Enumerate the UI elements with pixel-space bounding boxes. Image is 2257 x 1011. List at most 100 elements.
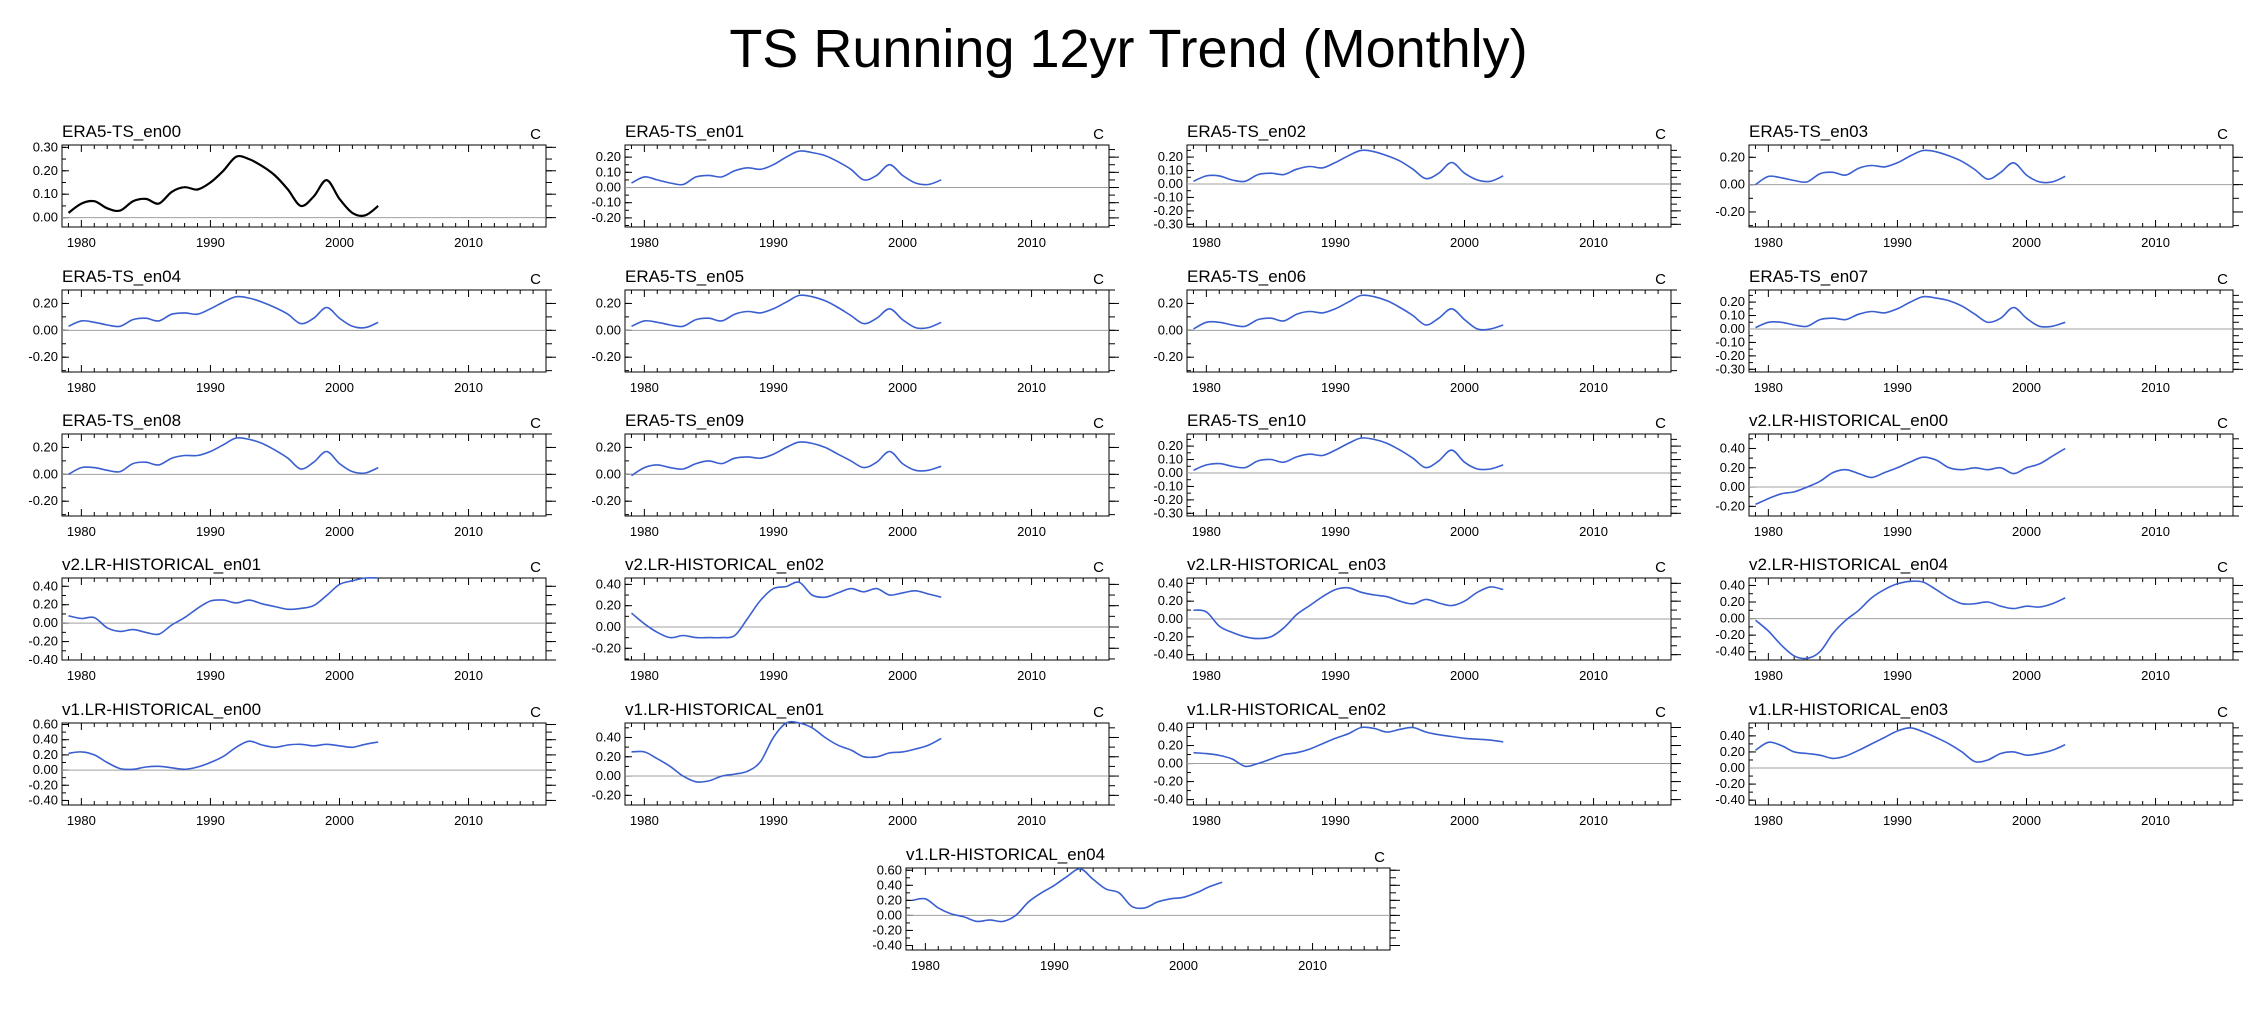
panel-frame: [624, 289, 1110, 373]
x-tick-label: 1990: [1883, 524, 1912, 539]
y-tick-label: 0.20: [33, 163, 58, 178]
x-tick-label: 1980: [1192, 235, 1221, 250]
x-tick-label: 2000: [2012, 524, 2041, 539]
x-tick-label: 2010: [1579, 524, 1608, 539]
x-tick-label: 2010: [1579, 380, 1608, 395]
y-tick-label: 0.20: [33, 747, 58, 762]
panel-title: ERA5-TS_en08: [62, 411, 181, 430]
panel-unit-label: C: [1093, 559, 1104, 576]
page-title: TS Running 12yr Trend (Monthly): [729, 19, 1528, 79]
panel-7: ERA5-TS_en07 C 1980 1990 2000 2010 -0.30-0.20-…: [1715, 267, 2243, 395]
y-tick-label: 0.00: [1158, 611, 1183, 626]
y-tick-label: 0.20: [596, 598, 621, 613]
panel-unit-label: C: [1093, 704, 1104, 721]
panel-11: v2.LR-HISTORICAL_en00 C 1980 1990 2000 2010 -0…: [1715, 411, 2243, 539]
series-line: [1193, 586, 1504, 640]
x-tick-label: 2000: [2012, 380, 2041, 395]
y-tick-label: -0.20: [591, 349, 621, 364]
x-tick-label: 2010: [2141, 235, 2170, 250]
panel-frame: [61, 433, 547, 517]
y-tick-label: 0.00: [877, 907, 902, 922]
y-tick-label: 0.00: [33, 615, 58, 630]
series-line: [67, 154, 379, 217]
series-line: [1755, 447, 2066, 506]
y-tick-label: -0.10: [1153, 478, 1183, 493]
x-tick-label: 2010: [1017, 380, 1046, 395]
x-tick-label: 2010: [2141, 524, 2170, 539]
y-tick-label: 0.20: [1158, 438, 1183, 453]
y-tick-label: 0.20: [1720, 460, 1745, 475]
x-tick-label: 2010: [1579, 235, 1608, 250]
panel-unit-label: C: [2217, 126, 2228, 143]
y-tick-label: 0.10: [596, 164, 621, 179]
x-tick-label: 1990: [1321, 524, 1350, 539]
y-tick-label: 0.40: [33, 732, 58, 747]
x-tick-label: 2000: [2012, 668, 2041, 683]
x-tick-label: 1980: [1192, 668, 1221, 683]
y-tick-label: -0.30: [1715, 361, 1745, 376]
panel-title: ERA5-TS_en05: [625, 267, 744, 286]
x-tick-label: 1980: [67, 235, 96, 250]
panel-title: v1.LR-HISTORICAL_en01: [625, 700, 824, 719]
y-tick-label: 0.20: [1158, 149, 1183, 164]
series-line: [912, 867, 1223, 923]
y-tick-label: 0.00: [1158, 756, 1183, 771]
panel-unit-label: C: [530, 704, 541, 721]
y-tick-label: 0.00: [1158, 176, 1183, 191]
y-tick-label: 0.20: [1720, 594, 1745, 609]
panel-title: v1.LR-HISTORICAL_en00: [62, 700, 261, 719]
x-tick-label: 1990: [1321, 813, 1350, 828]
x-tick-label: 1980: [1192, 813, 1221, 828]
panel-unit-label: C: [1093, 126, 1104, 143]
y-tick-label: -0.20: [28, 349, 58, 364]
panel-unit-label: C: [530, 126, 541, 143]
panel-13: v2.LR-HISTORICAL_en02 C 1980 1990 2000 2010 -0…: [591, 555, 1119, 683]
y-tick-label: 0.40: [1720, 577, 1745, 592]
y-tick-label: -0.40: [1153, 792, 1183, 807]
y-tick-label: 0.00: [33, 762, 58, 777]
panel-unit-label: C: [1655, 415, 1666, 432]
x-tick-label: 2000: [888, 380, 917, 395]
panel-10: ERA5-TS_en10 C 1980 1990 2000 2010 -0.30-0.20-…: [1153, 411, 1681, 539]
panel-frame: [624, 722, 1110, 806]
x-tick-label: 1990: [196, 380, 225, 395]
y-tick-label: 0.20: [596, 149, 621, 164]
x-tick-label: 1990: [1883, 235, 1912, 250]
y-tick-label: 0.40: [1158, 575, 1183, 590]
y-tick-label: 0.10: [1158, 452, 1183, 467]
y-tick-label: 0.20: [33, 295, 58, 310]
panel-frame: [624, 577, 1110, 661]
y-tick-label: 0.20: [877, 892, 902, 907]
y-tick-label: -0.40: [28, 792, 58, 807]
panel-12: v2.LR-HISTORICAL_en01 C 1980 1990 2000 2010 -0…: [28, 555, 556, 683]
panel-title: ERA5-TS_en04: [62, 267, 181, 286]
y-tick-label: -0.20: [591, 787, 621, 802]
x-tick-label: 1990: [1883, 380, 1912, 395]
y-tick-label: 0.20: [1720, 149, 1745, 164]
x-tick-label: 1990: [1883, 813, 1912, 828]
y-tick-label: -0.20: [1715, 627, 1745, 642]
panel-19: v1.LR-HISTORICAL_en03 C 1980 1990 2000 2010 -0…: [1715, 700, 2243, 828]
panel-title: ERA5-TS_en00: [62, 122, 181, 141]
panel-unit-label: C: [1655, 271, 1666, 288]
y-tick-label: 0.60: [877, 862, 902, 877]
y-tick-label: -0.10: [1715, 334, 1745, 349]
x-tick-label: 2000: [325, 668, 354, 683]
x-tick-label: 1990: [196, 668, 225, 683]
x-tick-label: 2010: [454, 524, 483, 539]
y-tick-label: 0.10: [1720, 308, 1745, 323]
y-tick-label: 0.20: [33, 439, 58, 454]
panel-14: v2.LR-HISTORICAL_en03 C 1980 1990 2000 2010 -0…: [1153, 555, 1681, 683]
y-tick-label: -0.40: [1153, 647, 1183, 662]
panel-unit-label: C: [530, 415, 541, 432]
x-tick-label: 2010: [454, 380, 483, 395]
y-tick-label: 0.20: [1720, 294, 1745, 309]
x-tick-label: 1990: [759, 524, 788, 539]
y-tick-label: 0.20: [1158, 295, 1183, 310]
y-tick-label: 0.00: [1158, 322, 1183, 337]
series-line: [631, 441, 942, 477]
x-tick-label: 1990: [196, 235, 225, 250]
x-tick-label: 1990: [1321, 235, 1350, 250]
y-tick-label: 0.10: [33, 186, 58, 201]
series-line: [1754, 580, 2066, 660]
